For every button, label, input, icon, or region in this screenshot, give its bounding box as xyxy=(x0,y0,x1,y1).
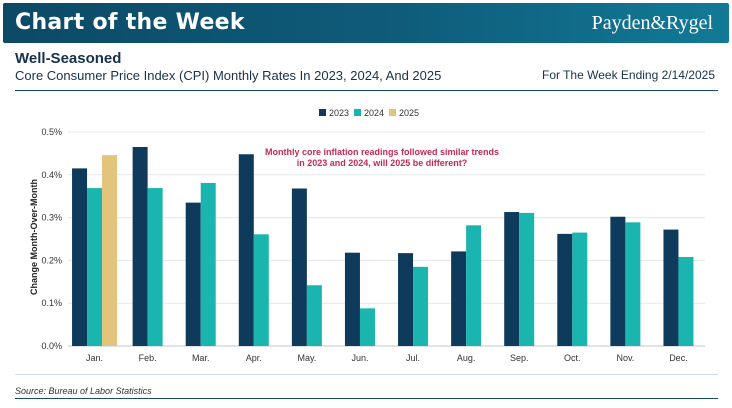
annotation-line: in 2023 and 2024, will 2025 be different… xyxy=(297,158,468,168)
bar-2023-jun xyxy=(344,252,360,346)
x-tick-label: Dec. xyxy=(669,353,688,363)
bar-2024-mar xyxy=(200,182,216,346)
bar-2023-jul xyxy=(398,253,414,346)
bar-2024-may xyxy=(306,285,322,346)
legend-swatch-2024 xyxy=(354,109,361,116)
bar-2023-dec xyxy=(663,229,679,346)
x-tick-label: Jul. xyxy=(406,353,420,363)
source-note: Source: Bureau of Labor Statistics xyxy=(15,386,152,396)
x-tick-label: Mar. xyxy=(192,353,210,363)
legend: 2023 2024 2025 xyxy=(319,108,419,118)
bar-2023-jan xyxy=(72,168,88,346)
chart-subtitle: Core Consumer Price Index (CPI) Monthly … xyxy=(15,68,442,83)
legend-label-2023: 2023 xyxy=(329,108,349,118)
bar-2024-aug xyxy=(466,225,482,346)
grid-lines xyxy=(68,131,705,347)
bar-2024-jul xyxy=(413,266,429,346)
bar-2023-mar xyxy=(185,202,201,346)
top-divider xyxy=(15,90,718,91)
annotation-line: Monthly core inflation readings followed… xyxy=(265,147,499,157)
bottom-divider xyxy=(15,398,718,399)
bar-2023-sep xyxy=(504,212,520,346)
bar-2024-jun xyxy=(359,308,375,346)
x-tick-label: Apr. xyxy=(246,353,262,363)
x-tick-label: Nov. xyxy=(616,353,634,363)
y-axis-label: Change Month-Over-Month xyxy=(29,179,39,295)
bar-2023-apr xyxy=(238,154,254,346)
bar-2023-feb xyxy=(132,146,148,346)
x-tick-label: Feb. xyxy=(139,353,157,363)
y-tick-label: 0.1% xyxy=(41,298,62,308)
footer-divider xyxy=(15,374,718,375)
x-tick-label: Oct. xyxy=(564,353,581,363)
cpi-bar-chart: 0.0% 0.1% 0.2% 0.3% 0.4% 0.5% Jan. Feb. Mar. Apr… xyxy=(29,108,705,363)
brand-logo: Payden&Rygel xyxy=(591,12,713,34)
chart-title: Well-Seasoned xyxy=(15,50,122,67)
x-tick-label: Sep. xyxy=(510,353,529,363)
x-tick-label: Jun. xyxy=(351,353,368,363)
bar-2025-jan xyxy=(102,155,118,346)
x-tick-label: Jan. xyxy=(86,353,103,363)
bar-2023-aug xyxy=(451,251,467,346)
bar-2023-may xyxy=(291,188,307,346)
bar-2024-dec xyxy=(678,256,694,346)
header-banner: Chart of the Week Payden&Rygel xyxy=(3,3,729,43)
bar-2024-sep xyxy=(519,212,535,346)
y-tick-label: 0.0% xyxy=(41,341,62,351)
x-tick-label: May. xyxy=(297,353,316,363)
bar-group xyxy=(72,146,694,346)
y-tick-label: 0.4% xyxy=(41,170,62,180)
y-tick-label: 0.3% xyxy=(41,213,62,223)
legend-swatch-2025 xyxy=(389,109,396,116)
bar-2024-nov xyxy=(625,222,641,346)
bar-2023-nov xyxy=(610,216,626,346)
bar-2024-jan xyxy=(87,188,103,346)
x-tick-label: Aug. xyxy=(457,353,476,363)
bar-2024-oct xyxy=(572,232,588,346)
week-ending-label: For The Week Ending 2/14/2025 xyxy=(541,68,715,82)
bar-2024-apr xyxy=(253,234,269,346)
bar-2023-oct xyxy=(557,233,573,346)
y-axis-ticks: 0.0% 0.1% 0.2% 0.3% 0.4% 0.5% xyxy=(41,127,62,351)
banner-title: Chart of the Week xyxy=(15,10,245,35)
bar-2024-feb xyxy=(147,188,163,346)
annotation-text: Monthly core inflation readings followed… xyxy=(265,147,499,168)
y-tick-label: 0.5% xyxy=(41,127,62,137)
x-axis-ticks: Jan. Feb. Mar. Apr. May. Jun. Jul. Aug. Sep. Oct.… xyxy=(86,353,688,363)
legend-label-2024: 2024 xyxy=(364,108,384,118)
legend-label-2025: 2025 xyxy=(399,108,419,118)
legend-swatch-2023 xyxy=(319,109,326,116)
y-tick-label: 0.2% xyxy=(41,255,62,265)
